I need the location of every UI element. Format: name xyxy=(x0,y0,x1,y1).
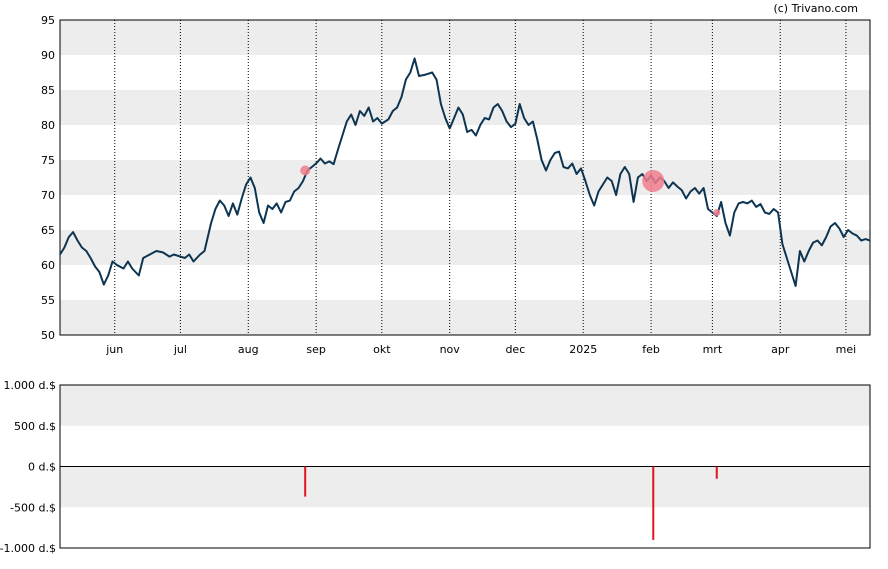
flow-grid-band xyxy=(60,425,870,467)
price-grid-band xyxy=(60,195,870,230)
y-tick-label-75: 75 xyxy=(41,154,55,167)
price-grid-band xyxy=(60,300,870,335)
x-tick-label-dec: dec xyxy=(505,343,525,356)
flow-y-tick-label-4: -1.000 d.$ xyxy=(0,542,56,555)
x-tick-label-2025: 2025 xyxy=(569,343,597,356)
price-grid-band xyxy=(60,265,870,300)
x-tick-label-jun: jun xyxy=(105,343,123,356)
y-tick-label-90: 90 xyxy=(41,49,55,62)
flow-y-tick-label-1: 500 d.$ xyxy=(14,420,56,433)
y-tick-label-55: 55 xyxy=(41,294,55,307)
price-grid-band xyxy=(60,230,870,265)
y-tick-label-95: 95 xyxy=(41,14,55,27)
x-tick-label-apr: apr xyxy=(771,343,790,356)
x-tick-label-mei: mei xyxy=(836,343,857,356)
price-grid-band xyxy=(60,160,870,195)
insider-marker-3 xyxy=(713,209,721,216)
insider-marker-2 xyxy=(642,170,665,192)
y-tick-label-85: 85 xyxy=(41,84,55,97)
flow-grid-band xyxy=(60,507,870,548)
y-tick-label-80: 80 xyxy=(41,119,55,132)
flow-frame xyxy=(59,384,871,549)
credit-label: (c) Trivano.com xyxy=(773,2,858,15)
price-frame xyxy=(59,19,871,336)
price-grid-band xyxy=(60,20,870,55)
flow-y-tick-label-2: 0 d.$ xyxy=(28,461,56,474)
price-grid-band xyxy=(60,125,870,160)
x-tick-label-feb: feb xyxy=(642,343,660,356)
flow-grid-band xyxy=(60,385,870,426)
y-tick-label-65: 65 xyxy=(41,224,55,237)
x-tick-label-nov: nov xyxy=(440,343,461,356)
x-tick-label-jul: jul xyxy=(173,343,187,356)
flow-y-tick-label-3: -500 d.$ xyxy=(10,501,56,514)
flow-y-tick-label-0: 1.000 d.$ xyxy=(4,379,56,392)
flow-grid-band xyxy=(60,466,870,508)
y-tick-label-60: 60 xyxy=(41,259,55,272)
x-tick-label-sep: sep xyxy=(306,343,325,356)
insider-marker-1 xyxy=(300,165,311,176)
x-tick-label-mrt: mrt xyxy=(703,343,723,356)
y-tick-label-50: 50 xyxy=(41,329,55,342)
x-tick-label-okt: okt xyxy=(373,343,391,356)
y-tick-label-70: 70 xyxy=(41,189,55,202)
x-tick-label-aug: aug xyxy=(238,343,259,356)
price-grid-band xyxy=(60,55,870,90)
price-line xyxy=(59,57,871,287)
